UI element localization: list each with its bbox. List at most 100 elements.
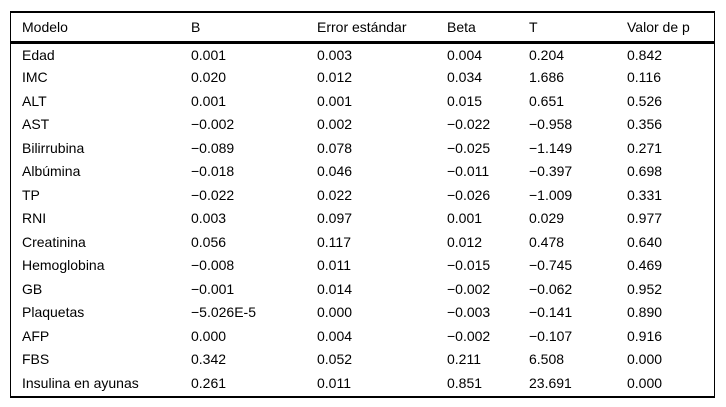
table-row: AST −0.002 0.002 −0.022 −0.958 0.356 [11,113,714,137]
table-row: Hemoglobina −0.008 0.011 −0.015 −0.745 0.469 [11,254,714,278]
table-cell: 0.012 [447,233,483,250]
table-cell: 0.698 [627,163,663,180]
table-cell: 0.204 [529,46,565,63]
table-cell: 0.116 [627,69,661,86]
table-cell: −0.002 [447,327,491,344]
row-label: Bilirrubina [22,139,85,156]
table-cell: 0.000 [627,351,663,368]
table-cell: −0.025 [447,139,491,156]
table-row: Bilirrubina −0.089 0.078 −0.025 −1.149 0.271 [11,136,714,160]
row-label: Hemoglobina [22,257,105,274]
table-cell: 0.952 [627,280,663,297]
column-header-b: B [191,13,317,44]
table-cell: −0.022 [191,186,235,203]
table-cell: −0.011 [447,163,490,180]
row-label: IMC [22,69,48,86]
table-cell: −0.089 [191,139,235,156]
table-cell: 0.001 [447,210,483,227]
table-row: Creatinina 0.056 0.117 0.012 0.478 0.640 [11,230,714,254]
table-cell: −0.002 [191,116,235,133]
row-label: FBS [22,351,50,368]
table-row: FBS 0.342 0.052 0.211 6.508 0.000 [11,348,714,372]
table-cell: 0.342 [191,351,227,368]
table-cell: 0.331 [627,186,663,203]
table-cell: −1.149 [529,139,573,156]
table-cell: 0.651 [529,92,565,109]
row-label: AST [22,116,50,133]
table-cell: 0.014 [317,280,353,297]
table-cell: −0.397 [529,163,573,180]
table-row: Albúmina −0.018 0.046 −0.011 −0.397 0.698 [11,160,714,184]
table-cell: 0.478 [529,233,565,250]
table-cell: 0.977 [627,210,663,227]
table-cell: −0.001 [191,280,235,297]
table-cell: 0.003 [191,210,227,227]
row-label: Insulina en ayunas [22,374,139,391]
table-cell: 0.046 [317,163,353,180]
table-cell: −0.002 [447,280,491,297]
column-header-beta: Beta [447,13,529,44]
column-header-valor-de-p: Valor de p [627,13,714,44]
table-row: Insulina en ayunas 0.261 0.011 0.851 23.691 0… [11,371,714,395]
table-header: Modelo B Error estándar Beta T Valor de … [11,13,714,44]
table-row: ALT 0.001 0.001 0.015 0.651 0.526 [11,89,714,113]
row-label: Creatinina [22,233,86,250]
table-cell: −0.015 [447,257,491,274]
table-cell: 0.002 [317,116,353,133]
table-cell: 23.691 [529,374,572,391]
table-cell: −0.022 [447,116,491,133]
table-cell: −0.062 [529,280,573,297]
table-cell: 0.012 [317,69,353,86]
row-label: Edad [22,46,55,63]
header-row: Modelo B Error estándar Beta T Valor de … [11,13,714,44]
table-row: Edad 0.001 0.003 0.004 0.204 0.842 [11,42,714,66]
row-label: Plaquetas [22,304,85,321]
table-cell: 0.117 [317,233,351,250]
table-cell: 0.271 [627,139,663,156]
table-cell: −0.958 [529,116,573,133]
table-cell: 0.052 [317,351,353,368]
table-cell: 6.508 [529,351,565,368]
table-cell: −0.026 [447,186,491,203]
column-header-modelo: Modelo [11,13,191,44]
table-cell: 0.020 [191,69,227,86]
table-cell: −5.026E-5 [191,304,256,321]
table-cell: 0.890 [627,304,663,321]
table-cell: 0.029 [529,210,565,227]
table-cell: 0.078 [317,139,353,156]
table-row: IMC 0.020 0.012 0.034 1.686 0.116 [11,66,714,90]
table-cell: 0.015 [447,92,483,109]
column-header-error-estandar: Error estándar [317,13,447,44]
table-row: TP −0.022 0.022 −0.026 −1.009 0.331 [11,183,714,207]
row-label: TP [22,186,40,203]
table-row: Plaquetas −5.026E-5 0.000 −0.003 −0.141 0.890 [11,301,714,325]
table-cell: −1.009 [529,186,573,203]
table-cell: 0.000 [317,304,353,321]
table-cell: 0.011 [317,257,351,274]
table-cell: 0.211 [447,351,481,368]
table-cell: 0.056 [191,233,227,250]
table-cell: −0.018 [191,163,235,180]
table-cell: −0.107 [529,327,573,344]
table-body: Edad 0.001 0.003 0.004 0.204 0.842 IMC 0.020 0.0… [11,42,714,395]
table-cell: 0.000 [191,327,227,344]
table-cell: −0.008 [191,257,235,274]
table-row: AFP 0.000 0.004 −0.002 −0.107 0.916 [11,324,714,348]
table-cell: 0.000 [627,374,663,391]
table-cell: 0.022 [317,186,353,203]
table-cell: 0.004 [317,327,353,344]
table-row: RNI 0.003 0.097 0.001 0.029 0.977 [11,207,714,231]
table-cell: −0.745 [529,257,573,274]
table-cell: 0.011 [317,374,351,391]
row-label: RNI [22,210,47,227]
table-cell: 0.842 [627,46,663,63]
table-cell: 0.356 [627,116,663,133]
table-cell: 0.003 [317,46,353,63]
table-cell: 0.469 [627,257,663,274]
row-label: ALT [22,92,47,109]
table-cell: −0.003 [447,304,491,321]
table-cell: 0.034 [447,69,483,86]
table-cell: 0.640 [627,233,663,250]
row-label: AFP [22,327,50,344]
table-cell: 0.001 [191,46,227,63]
